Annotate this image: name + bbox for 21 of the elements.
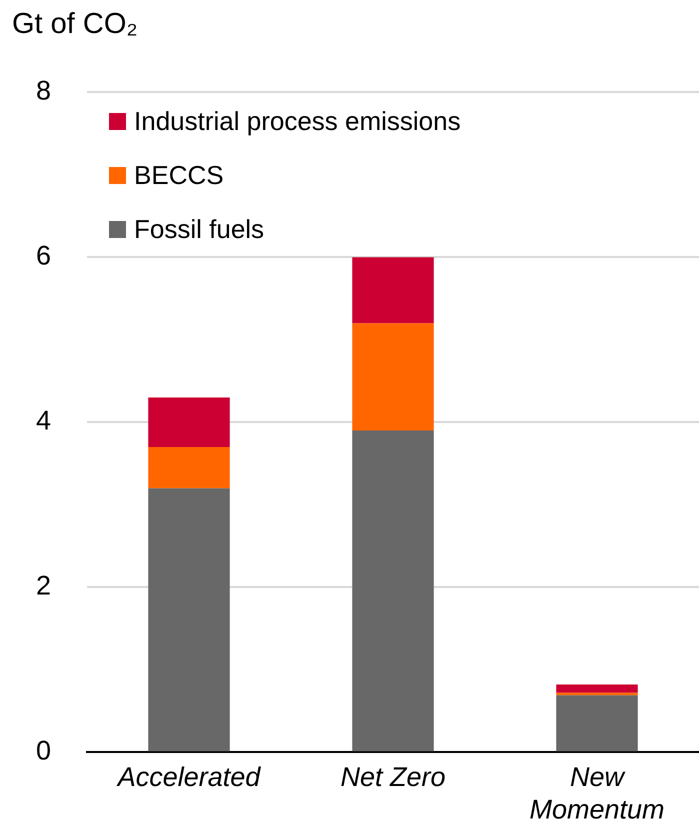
bar	[148, 397, 230, 447]
y-axis-title: Gt of CO₂	[12, 8, 138, 41]
bar	[556, 684, 638, 693]
bar	[148, 446, 230, 488]
bar	[148, 488, 230, 752]
bar	[352, 430, 434, 752]
bar	[352, 257, 434, 324]
bar	[352, 323, 434, 430]
y-tick-label: 4	[36, 406, 52, 436]
x-tick-label: New Momentum	[529, 762, 665, 824]
bar	[556, 695, 638, 752]
y-tick-label: 8	[36, 76, 52, 106]
x-tick-label: Net Zero	[340, 762, 446, 792]
legend-label: BECCS	[134, 160, 224, 191]
y-tick-label: 0	[36, 736, 52, 766]
y-tick-label: 6	[36, 240, 52, 271]
legend-label: Industrial process emissions	[134, 106, 461, 137]
legend-label: Fossil fuels	[134, 214, 264, 245]
bar	[556, 692, 638, 696]
y-tick-label: 2	[36, 570, 52, 601]
x-tick-label: Accelerated	[116, 762, 262, 792]
